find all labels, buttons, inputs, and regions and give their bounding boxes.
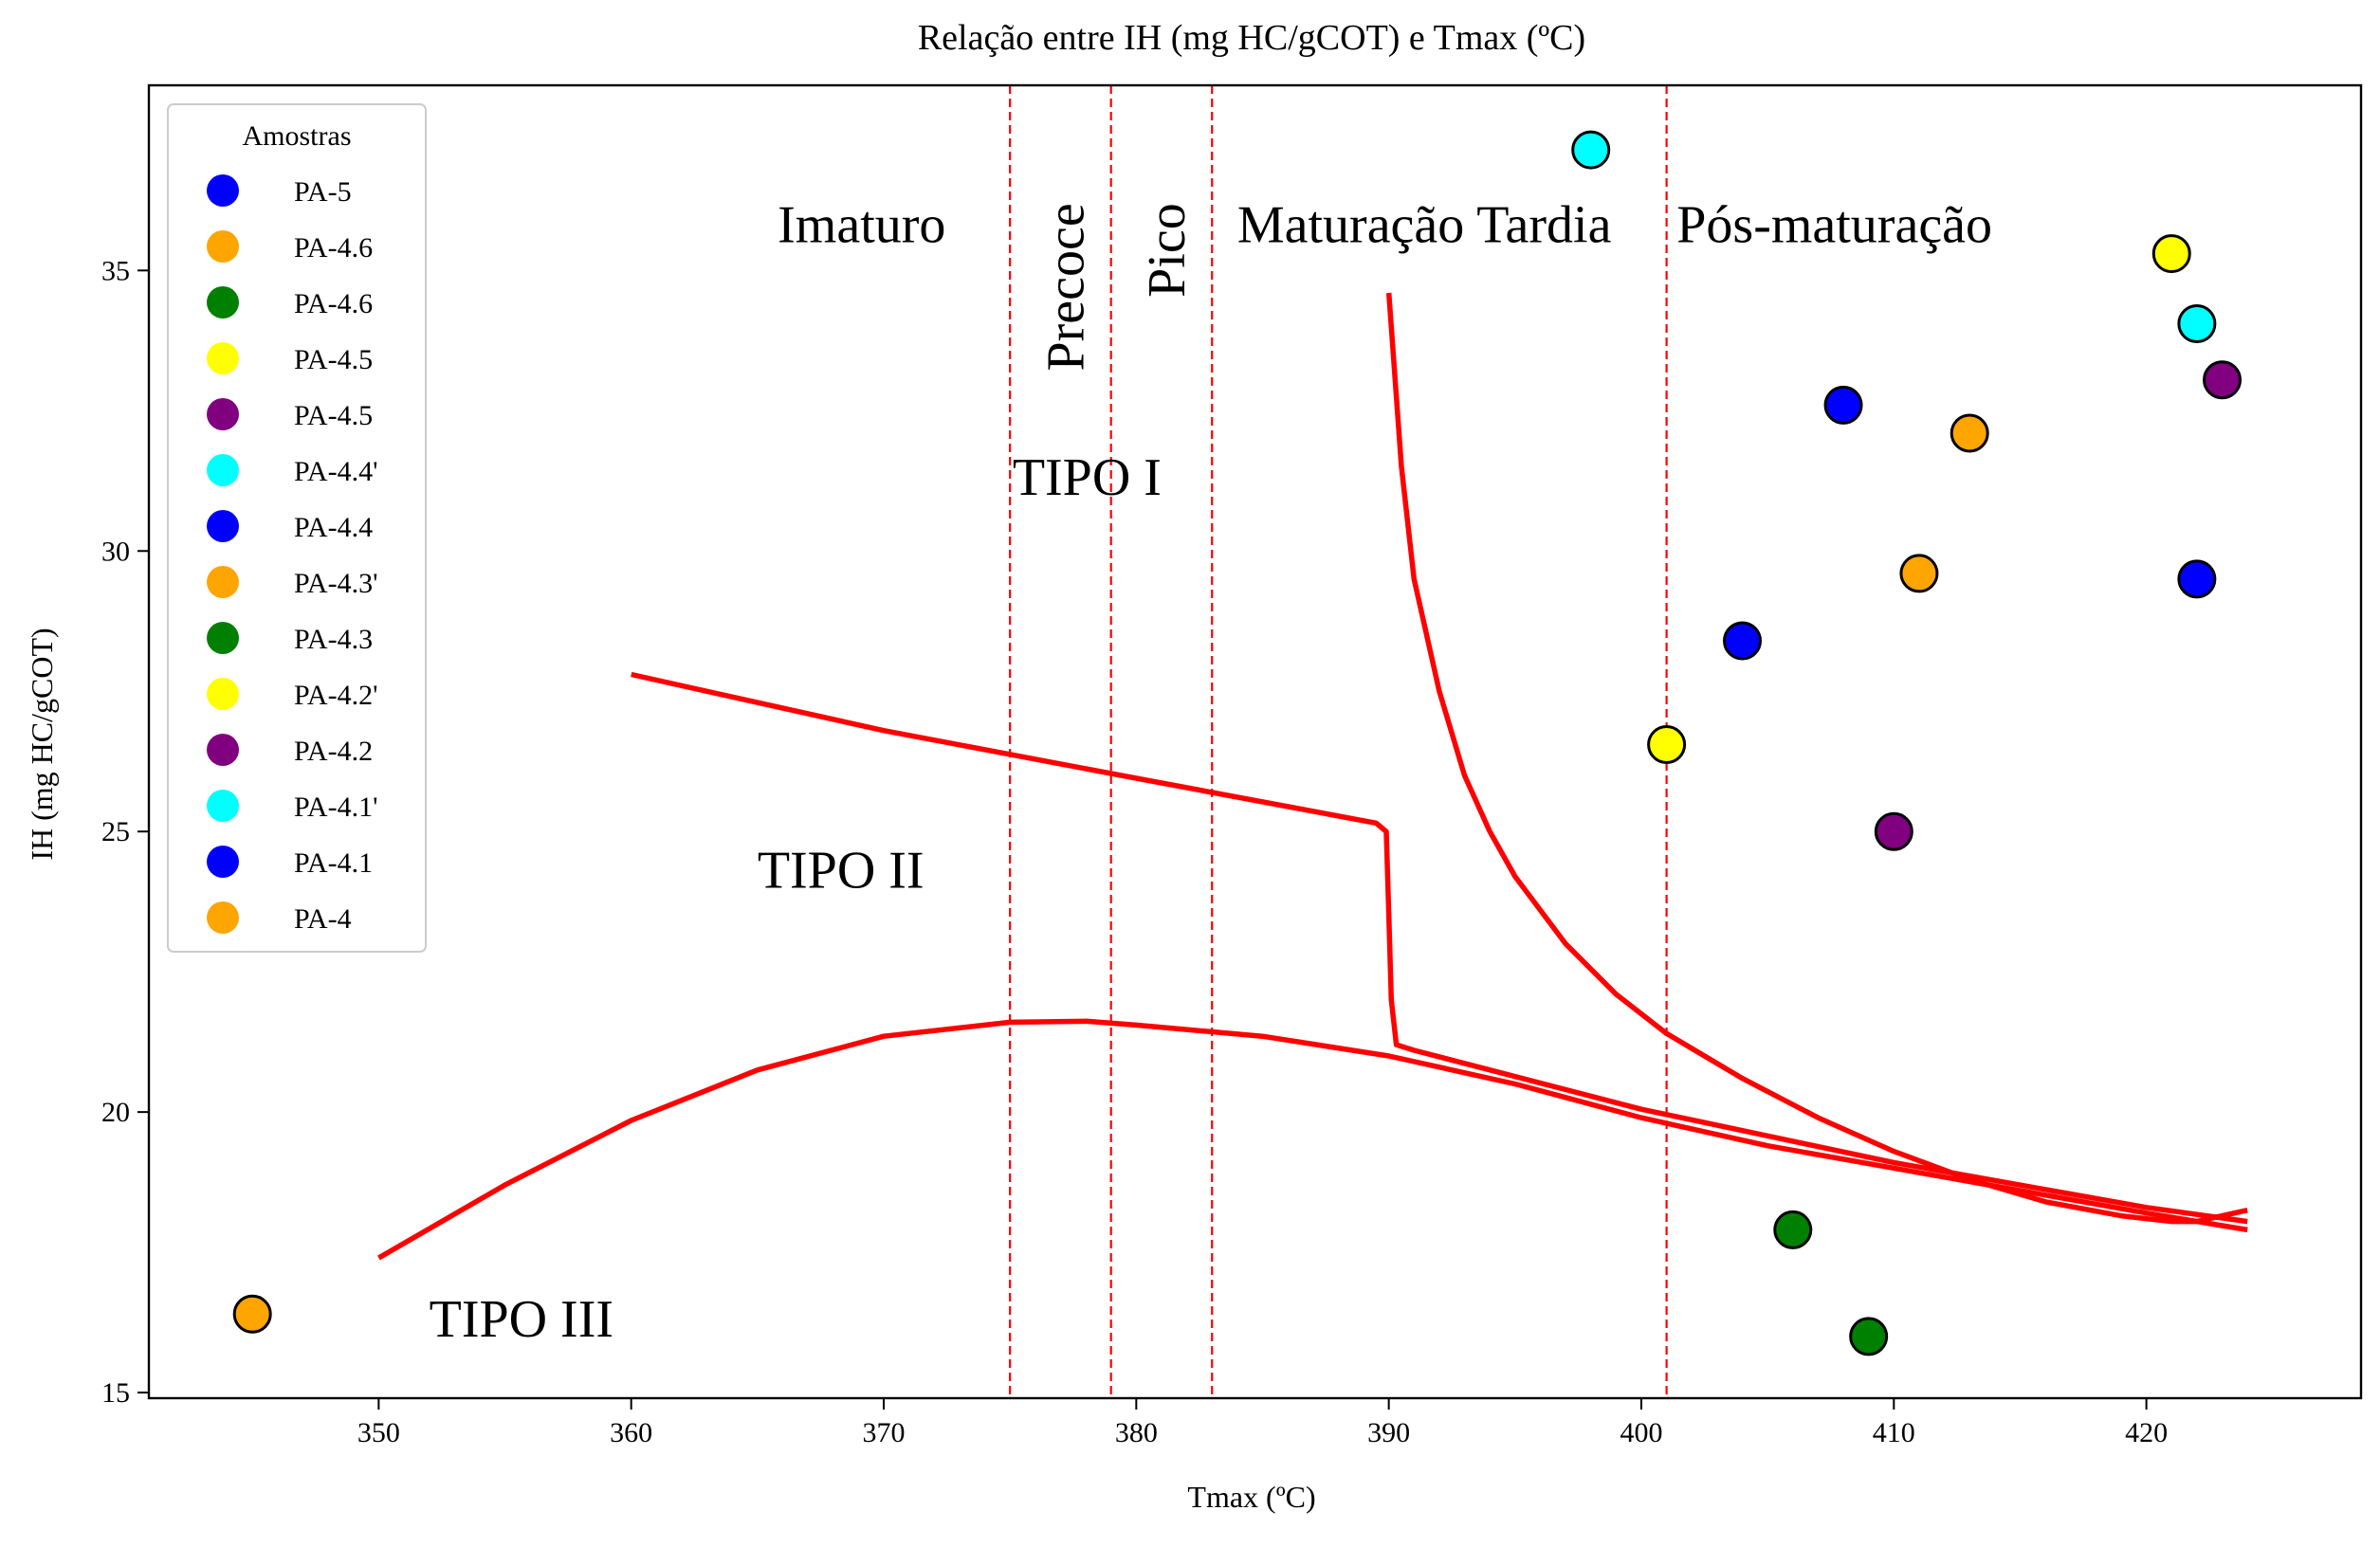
data-point [1823, 385, 1863, 425]
legend-marker [207, 454, 239, 486]
kerogen-curve-tipo-iii [377, 1018, 2248, 1261]
legend-entry-label: PA-4.4 [294, 512, 373, 543]
data-point [2177, 304, 2217, 344]
legend-entry-label: PA-4.2 [294, 736, 373, 767]
data-point [2203, 360, 2243, 400]
legend-entry-label: PA-5 [294, 176, 352, 208]
legend-entry-label: PA-4.3 [294, 624, 373, 655]
legend-marker [207, 398, 239, 430]
x-tick-label: 400 [1620, 1417, 1662, 1448]
data-point [1849, 1317, 1889, 1356]
legend-marker [207, 342, 239, 374]
y-tick-label: 15 [101, 1377, 130, 1409]
y-tick-label: 25 [101, 816, 130, 847]
x-tick-label: 370 [863, 1417, 906, 1448]
y-tick-label: 30 [101, 536, 130, 567]
legend-entry-label: PA-4.5 [294, 400, 373, 431]
y-axis-label: IH (mg HC/gCOT) [25, 628, 59, 860]
maturation-zone-label: Maturação Tardia [1237, 196, 1612, 255]
kerogen-curve-tipo-i [1385, 292, 2248, 1225]
data-point [1571, 130, 1611, 170]
data-point [1950, 413, 1989, 453]
kerogen-curve-tipo-ii [631, 671, 2248, 1225]
legend-marker [207, 230, 239, 263]
x-tick-label: 350 [357, 1417, 400, 1448]
plot-area: Imaturo Precoce Pico Maturação Tardia Pós-ma… [101, 83, 2363, 1448]
legend-marker [207, 622, 239, 654]
legend-marker [207, 901, 239, 934]
data-point [1647, 724, 1687, 764]
legend-entry-label: PA-4.3' [294, 568, 378, 599]
chart-title: Relação entre IH (mg HC/gCOT) e Tmax (ºC… [918, 18, 1585, 58]
legend-entry-label: PA-4.4' [294, 456, 378, 487]
plot-frame [147, 83, 2363, 1400]
legend-entry-label: PA-4.1' [294, 792, 378, 823]
x-tick-label: 380 [1115, 1417, 1158, 1448]
data-point [1773, 1210, 1813, 1249]
x-tick-label: 390 [1367, 1417, 1410, 1448]
maturation-zone-label: Precoce [1036, 203, 1095, 371]
legend-marker [207, 846, 239, 878]
legend-marker [207, 734, 239, 766]
x-tick-label: 410 [1873, 1417, 1915, 1448]
kerogen-curves [377, 292, 2248, 1261]
data-point [1899, 554, 1939, 593]
maturation-zone-label: Pico [1138, 203, 1197, 298]
legend-entry-label: PA-4.2' [294, 680, 378, 711]
y-tick-label: 20 [101, 1097, 130, 1128]
x-tick-label: 360 [610, 1417, 652, 1448]
data-point [1874, 811, 1913, 851]
maturation-zone-label: Pós-maturação [1676, 196, 1992, 255]
y-tick-label: 35 [101, 255, 130, 286]
x-axis-label: Tmax (ºC) [1187, 1480, 1315, 1514]
kerogen-type-label: TIPO I [1013, 448, 1162, 507]
legend-marker [207, 286, 239, 318]
data-point [1723, 621, 1763, 661]
legend-entry-label: PA-4.6 [294, 288, 373, 319]
legend-marker [207, 790, 239, 822]
data-point [2177, 559, 2217, 599]
legend-marker [207, 174, 239, 207]
legend-title: Amostras [243, 120, 352, 152]
legend-entry-label: PA-4 [294, 903, 352, 935]
x-tick-label: 420 [2125, 1417, 2168, 1448]
legend-marker [207, 566, 239, 598]
kerogen-type-label: TIPO II [758, 841, 925, 900]
data-point [232, 1294, 272, 1334]
maturation-zone-label: Imaturo [778, 196, 945, 255]
legend-entry-label: PA-4.5 [294, 344, 373, 375]
kerogen-type-label: TIPO III [430, 1290, 613, 1349]
data-point [2151, 234, 2191, 274]
legend-entry-label: PA-4.6 [294, 232, 373, 264]
legend-marker [207, 678, 239, 710]
legend-entry-label: PA-4.1 [294, 847, 373, 879]
legend-marker [207, 510, 239, 542]
